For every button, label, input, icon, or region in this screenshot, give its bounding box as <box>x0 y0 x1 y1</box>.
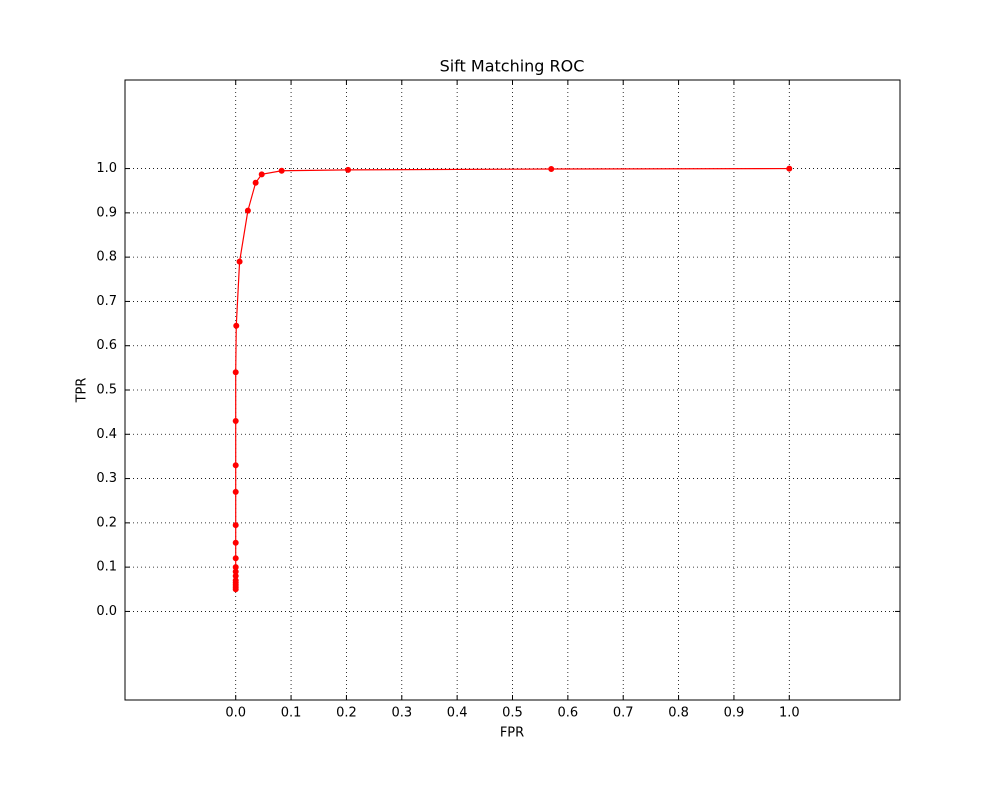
point <box>232 555 239 562</box>
point <box>786 165 793 172</box>
y-tick-label: 0.0 <box>96 604 117 619</box>
y-axis-label: TPR <box>75 378 90 404</box>
y-tick-label: 1.0 <box>96 161 117 176</box>
point <box>232 564 239 571</box>
point <box>233 322 240 329</box>
y-tick-label: 0.7 <box>96 294 117 309</box>
y-tick-label: 0.5 <box>96 383 117 398</box>
x-tick-label: 0.2 <box>336 706 357 721</box>
x-tick-label: 0.5 <box>502 706 523 721</box>
y-tick-label: 0.6 <box>96 338 117 353</box>
x-tick-label: 0.9 <box>724 706 745 721</box>
y-tick-label: 0.3 <box>96 471 117 486</box>
x-tick-label: 0.7 <box>613 706 634 721</box>
chart-title: Sift Matching ROC <box>440 57 585 76</box>
x-tick-label: 1.0 <box>779 706 800 721</box>
point <box>232 369 239 376</box>
point <box>252 179 259 186</box>
point <box>236 258 243 265</box>
point <box>244 207 251 214</box>
y-tick-label: 0.9 <box>96 205 117 220</box>
y-tick-label: 0.8 <box>96 250 117 265</box>
x-tick-label: 0.6 <box>558 706 579 721</box>
x-tick-label: 0.0 <box>225 706 246 721</box>
y-tick-label: 0.2 <box>96 515 117 530</box>
point <box>232 539 239 546</box>
x-tick-label: 0.3 <box>391 706 412 721</box>
x-tick-label: 0.1 <box>281 706 302 721</box>
plot-frame <box>124 79 901 701</box>
x-axis-label: FPR <box>500 726 524 741</box>
point <box>278 167 285 174</box>
point <box>232 462 239 469</box>
point <box>548 166 555 173</box>
y-tick-label: 0.4 <box>96 427 117 442</box>
x-tick-label: 0.8 <box>668 706 689 721</box>
point <box>232 522 239 529</box>
point <box>345 166 352 173</box>
point <box>232 488 239 495</box>
point <box>232 418 239 424</box>
point <box>258 171 265 178</box>
x-tick-label: 0.4 <box>447 706 468 721</box>
y-tick-label: 0.1 <box>96 560 117 575</box>
